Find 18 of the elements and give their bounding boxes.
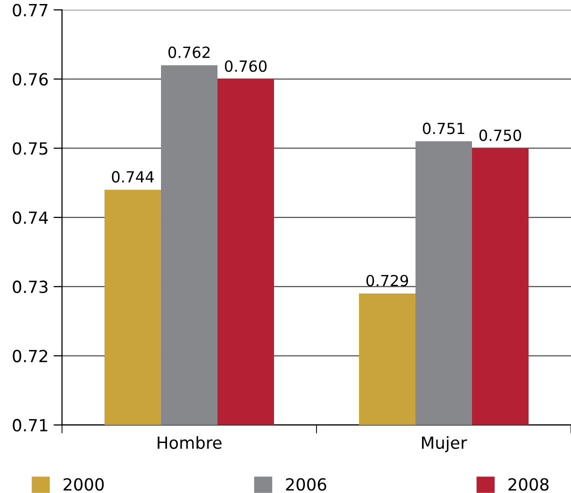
y-tick-label: 0.72 <box>12 350 48 362</box>
data-label: 0.751 <box>422 122 464 134</box>
y-tick-label: 0.74 <box>12 211 48 224</box>
legend-label: 2006 <box>286 478 326 491</box>
data-label: 0.744 <box>112 171 154 183</box>
y-tick-label: 0.75 <box>12 142 48 155</box>
x-tick-label: Mujer <box>422 436 468 452</box>
legend-label: 2000 <box>64 478 104 491</box>
y-tick-label: 0.77 <box>12 4 48 16</box>
legend-label: 2008 <box>508 478 549 491</box>
data-label: 0.729 <box>366 274 408 286</box>
data-label: 0.762 <box>168 46 210 58</box>
x-tick-label: Hombre <box>158 436 222 449</box>
y-tick-label: 0.76 <box>12 73 48 86</box>
y-tick-label: 0.73 <box>12 280 48 294</box>
data-label: 0.760 <box>224 60 267 72</box>
y-tick-label: 0.71 <box>12 418 48 432</box>
data-label: 0.750 <box>479 130 522 142</box>
